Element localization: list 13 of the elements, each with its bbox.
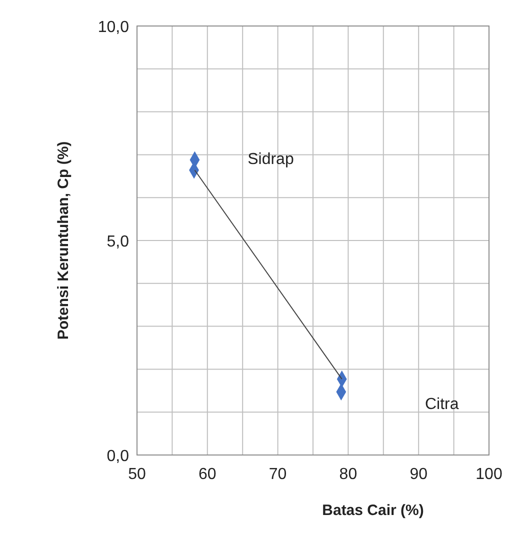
x-axis-title: Batas Cair (%) [322,502,424,519]
x-tick-label: 90 [410,466,428,483]
annotation: Sidrap [248,150,294,168]
y-tick-label: 5,0 [106,234,130,250]
y-tick-label: 0,0 [106,448,130,465]
y-axis-title: Potensi Keruntuhan, Cp (%) [55,141,72,340]
x-tick-label: 50 [128,466,146,483]
x-tick-label: 100 [476,466,502,483]
x-tick-label: 80 [339,466,358,483]
annotation: Citra [424,396,459,414]
x-tick-label: 60 [198,466,216,483]
x-tick-label: 70 [268,466,287,483]
y-tick-label: 10,0 [98,19,130,36]
